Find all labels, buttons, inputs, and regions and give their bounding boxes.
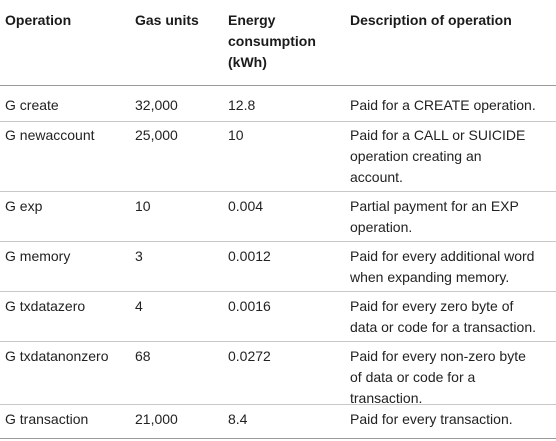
row-txdatazero-gas-units: 4 <box>135 298 143 314</box>
row-exp-energy: 0.004 <box>228 198 264 214</box>
header-operation: Operation <box>5 12 72 28</box>
row-newaccount-operation: G newaccount <box>5 127 95 143</box>
row-txdatazero-operation: G txdatazero <box>5 298 86 314</box>
row-divider <box>0 291 556 292</box>
row-create-operation: G create <box>5 97 59 113</box>
row-txdatanonzero-energy: 0.0272 <box>228 348 271 364</box>
row-create-energy: 12.8 <box>228 97 256 113</box>
header-description: Description of operation <box>350 12 512 28</box>
row-create-gas-units: 32,000 <box>135 97 178 113</box>
row-txdatanonzero-description-line-2: of data or code for a <box>350 369 476 385</box>
row-txdatanonzero-operation: G txdatanonzero <box>5 348 109 364</box>
row-divider <box>0 191 556 192</box>
row-memory-gas-units: 3 <box>135 248 143 264</box>
row-exp-operation: G exp <box>5 198 43 214</box>
row-newaccount-gas-units: 25,000 <box>135 127 178 143</box>
row-exp-description-line-1: Partial payment for an EXP <box>350 198 519 214</box>
row-txdatanonzero-gas-units: 68 <box>135 348 151 364</box>
row-txdatanonzero-description-line-1: Paid for every non-zero byte <box>350 348 526 364</box>
row-memory-operation: G memory <box>5 248 71 264</box>
row-exp-gas-units: 10 <box>135 198 151 214</box>
row-newaccount-description-line-2: operation creating an <box>350 148 482 164</box>
row-newaccount-description-line-3: account. <box>350 169 403 185</box>
row-memory-description-line-1: Paid for every additional word <box>350 248 535 264</box>
row-txdatazero-description-line-2: data or code for a transaction. <box>350 319 536 335</box>
header-divider <box>0 85 556 86</box>
row-txdatazero-description-line-1: Paid for every zero byte of <box>350 298 514 314</box>
header-energy-line-3: (kWh) <box>228 54 267 70</box>
row-divider <box>0 404 556 405</box>
header-energy-line-1: Energy <box>228 12 276 28</box>
row-divider <box>0 241 556 242</box>
header-gas-units: Gas units <box>135 12 199 28</box>
row-newaccount-description-line-1: Paid for a CALL or SUICIDE <box>350 127 526 143</box>
row-txdatazero-energy: 0.0016 <box>228 298 271 314</box>
row-memory-energy: 0.0012 <box>228 248 271 264</box>
row-divider <box>0 121 556 122</box>
row-divider <box>0 341 556 342</box>
row-transaction-operation: G transaction <box>5 411 89 427</box>
row-transaction-gas-units: 21,000 <box>135 411 178 427</box>
row-transaction-description: Paid for every transaction. <box>350 411 513 427</box>
header-energy-line-2: consumption <box>228 33 316 49</box>
row-create-description: Paid for a CREATE operation. <box>350 97 536 113</box>
row-exp-description-line-2: operation. <box>350 219 413 235</box>
table-bottom-border <box>0 438 556 439</box>
row-newaccount-energy: 10 <box>228 127 244 143</box>
row-txdatanonzero-description-line-3: transaction. <box>350 390 423 406</box>
row-memory-description-line-2: when expanding memory. <box>350 269 510 285</box>
row-transaction-energy: 8.4 <box>228 411 248 427</box>
